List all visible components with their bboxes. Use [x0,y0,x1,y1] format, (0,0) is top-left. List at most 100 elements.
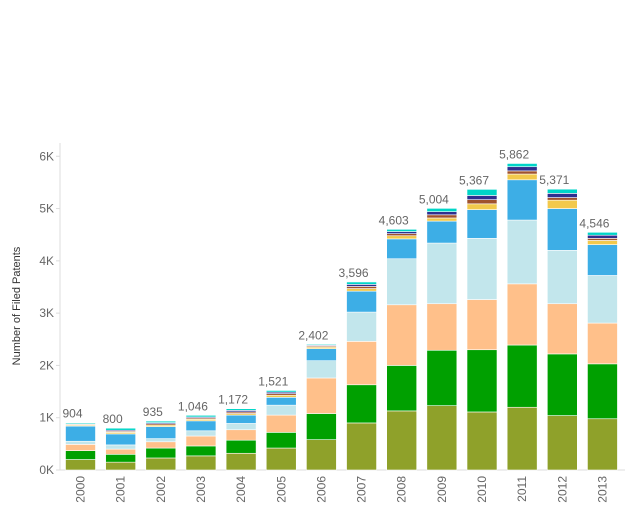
bar-segment [546,188,578,194]
bar-segment [65,425,96,442]
bar-segment [506,179,538,221]
bar-segment [185,435,217,447]
y-tick-label: 0K [39,463,54,477]
bar-segment [426,303,458,351]
bars-group [65,163,618,471]
total-label: 800 [103,412,123,426]
bar-segment [306,413,337,440]
bar-segment [386,410,418,471]
total-label: 1,172 [218,393,248,407]
bar-segment [306,377,337,414]
bar-segment [65,459,96,471]
y-axis-ticks: 0K 1K 2K 3K 4K 5K 6K [39,149,60,477]
bar-segment [386,235,418,240]
bar-stack-2000 [65,422,96,471]
bar-segment [546,193,578,198]
x-tick-label: 2007 [355,476,369,503]
bar-segment [145,420,177,423]
bar-segment [265,447,297,471]
bar-stack-2011 [506,163,538,471]
bar-segment [587,275,618,324]
bar-segment [225,408,257,411]
bar-segment [105,461,136,471]
bar-segment [466,411,498,471]
bar-segment [506,170,538,175]
bar-stack-2007 [346,281,377,471]
bar-segment [587,418,618,471]
bar-segment [225,429,257,441]
bar-segment [306,360,337,379]
bar-segment [426,242,458,305]
bar-segment [346,311,377,342]
bar-segment [346,341,377,386]
bar-segment [225,439,257,454]
bar-segment [587,234,618,239]
bar-segment [265,414,297,433]
bar-segment [65,450,96,460]
bar-segment [346,288,377,292]
bar-segment [265,394,297,398]
x-tick-label: 2005 [274,476,288,503]
x-tick-label: 2010 [475,476,489,503]
bar-segment [185,420,217,432]
bar-segment [506,406,538,471]
bar-segment [386,365,418,412]
total-label: 5,367 [459,173,489,187]
total-label: 4,546 [579,216,609,230]
bar-segment [426,349,458,406]
bar-segment [546,197,578,201]
total-label: 4,603 [379,213,409,227]
bar-segment [587,363,618,420]
bar-segment [346,281,377,285]
x-tick-label: 2006 [314,476,328,503]
bar-segment [346,290,377,313]
bar-segment [145,438,177,443]
bar-segment [306,439,337,471]
bar-stack-2010 [466,189,498,471]
bar-segment [426,208,458,212]
bar-segment [426,214,458,219]
bar-segment [506,166,538,172]
bar-segment [225,423,257,431]
bar-segment [466,299,498,351]
bar-segment [346,422,377,471]
x-tick-label: 2001 [114,476,128,503]
x-tick-label: 2011 [515,476,529,502]
y-tick-label: 3K [39,306,54,320]
total-label: 1,046 [178,399,208,413]
x-tick-label: 2004 [234,476,248,503]
bar-segment [466,203,498,210]
bar-segment [185,455,217,471]
bar-segment [587,322,618,365]
bar-segment [506,173,538,181]
bar-segment [386,233,418,237]
x-tick-label: 2003 [194,476,208,503]
bar-segment [265,404,297,416]
bar-stack-2004 [225,408,257,471]
bar-segment [185,430,217,437]
bar-segment [346,286,377,289]
total-label: 3,596 [339,266,369,280]
bar-segment [466,189,498,196]
bar-segment [105,444,136,450]
bar-segment [145,457,177,471]
bar-stack-2012 [546,188,578,471]
bar-segment [105,427,136,431]
y-tick-label: 6K [39,149,54,163]
bar-stack-2003 [185,415,217,471]
bar-stack-2009 [426,208,458,471]
x-tick-label: 2008 [395,476,409,503]
bar-segment [306,344,337,346]
bar-segment [65,422,96,425]
total-labels-group: 904 800 935 1,046 1,172 1,521 2,402 3,596 4,603 5… [62,147,609,426]
x-tick-label: 2002 [154,476,168,503]
bar-segment [546,415,578,471]
x-tick-label: 2009 [435,476,449,503]
bar-segment [426,220,458,244]
x-tick-label: 2012 [555,476,569,503]
y-tick-label: 2K [39,358,54,372]
bar-stack-2006 [306,344,337,471]
bar-segment [466,199,498,205]
bar-segment [346,284,377,287]
bar-segment [386,229,418,232]
